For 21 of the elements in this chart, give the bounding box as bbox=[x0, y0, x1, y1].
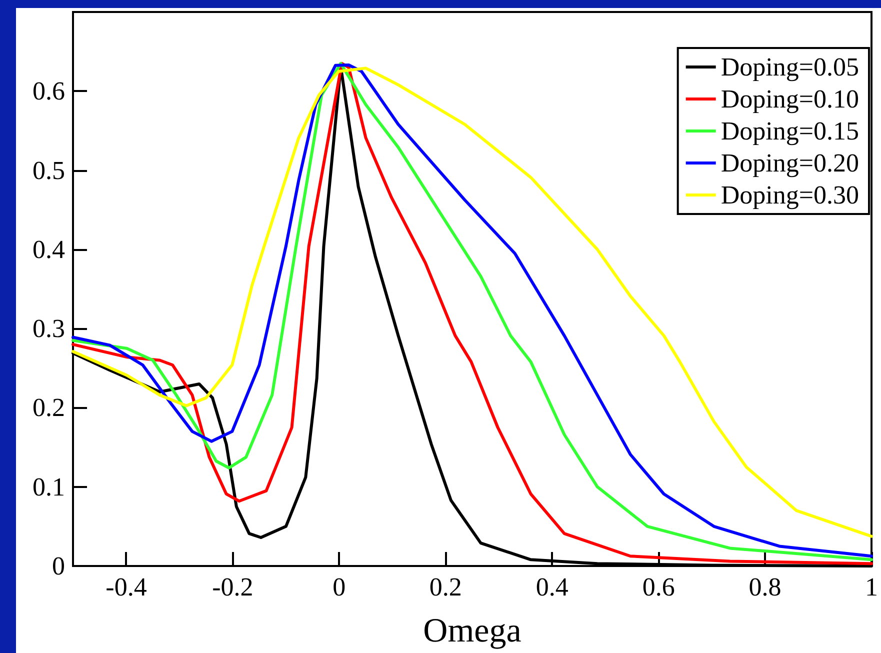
y-tick-label: 0.3 bbox=[32, 314, 65, 344]
x-tick-label: -0.2 bbox=[212, 572, 254, 602]
y-tick-label: 0.2 bbox=[32, 393, 65, 422]
x-axis-title: Omega bbox=[423, 612, 522, 650]
y-tick-label: 0.5 bbox=[32, 156, 65, 185]
legend-label: Doping=0.10 bbox=[720, 84, 860, 114]
x-tick-label: 0.4 bbox=[536, 572, 568, 602]
x-tick-label: 0.8 bbox=[748, 572, 782, 602]
x-tick-label: 0.6 bbox=[642, 572, 675, 602]
x-tick-label: -0.4 bbox=[106, 572, 147, 602]
x-tick-label: 0 bbox=[332, 572, 346, 602]
y-tick-label: 0.1 bbox=[32, 472, 65, 502]
legend-label: Doping=0.05 bbox=[720, 52, 860, 82]
x-tick-label: 0.2 bbox=[429, 572, 462, 602]
y-tick-label: 0.6 bbox=[32, 76, 65, 106]
legend-label: Doping=0.30 bbox=[720, 180, 860, 210]
legend-label: Doping=0.20 bbox=[720, 148, 860, 178]
x-tick-label: 1 bbox=[865, 572, 878, 602]
legend-label: Doping=0.15 bbox=[720, 116, 860, 146]
y-tick-label: 0 bbox=[52, 552, 65, 580]
y-tick-label: 0.4 bbox=[32, 234, 65, 264]
